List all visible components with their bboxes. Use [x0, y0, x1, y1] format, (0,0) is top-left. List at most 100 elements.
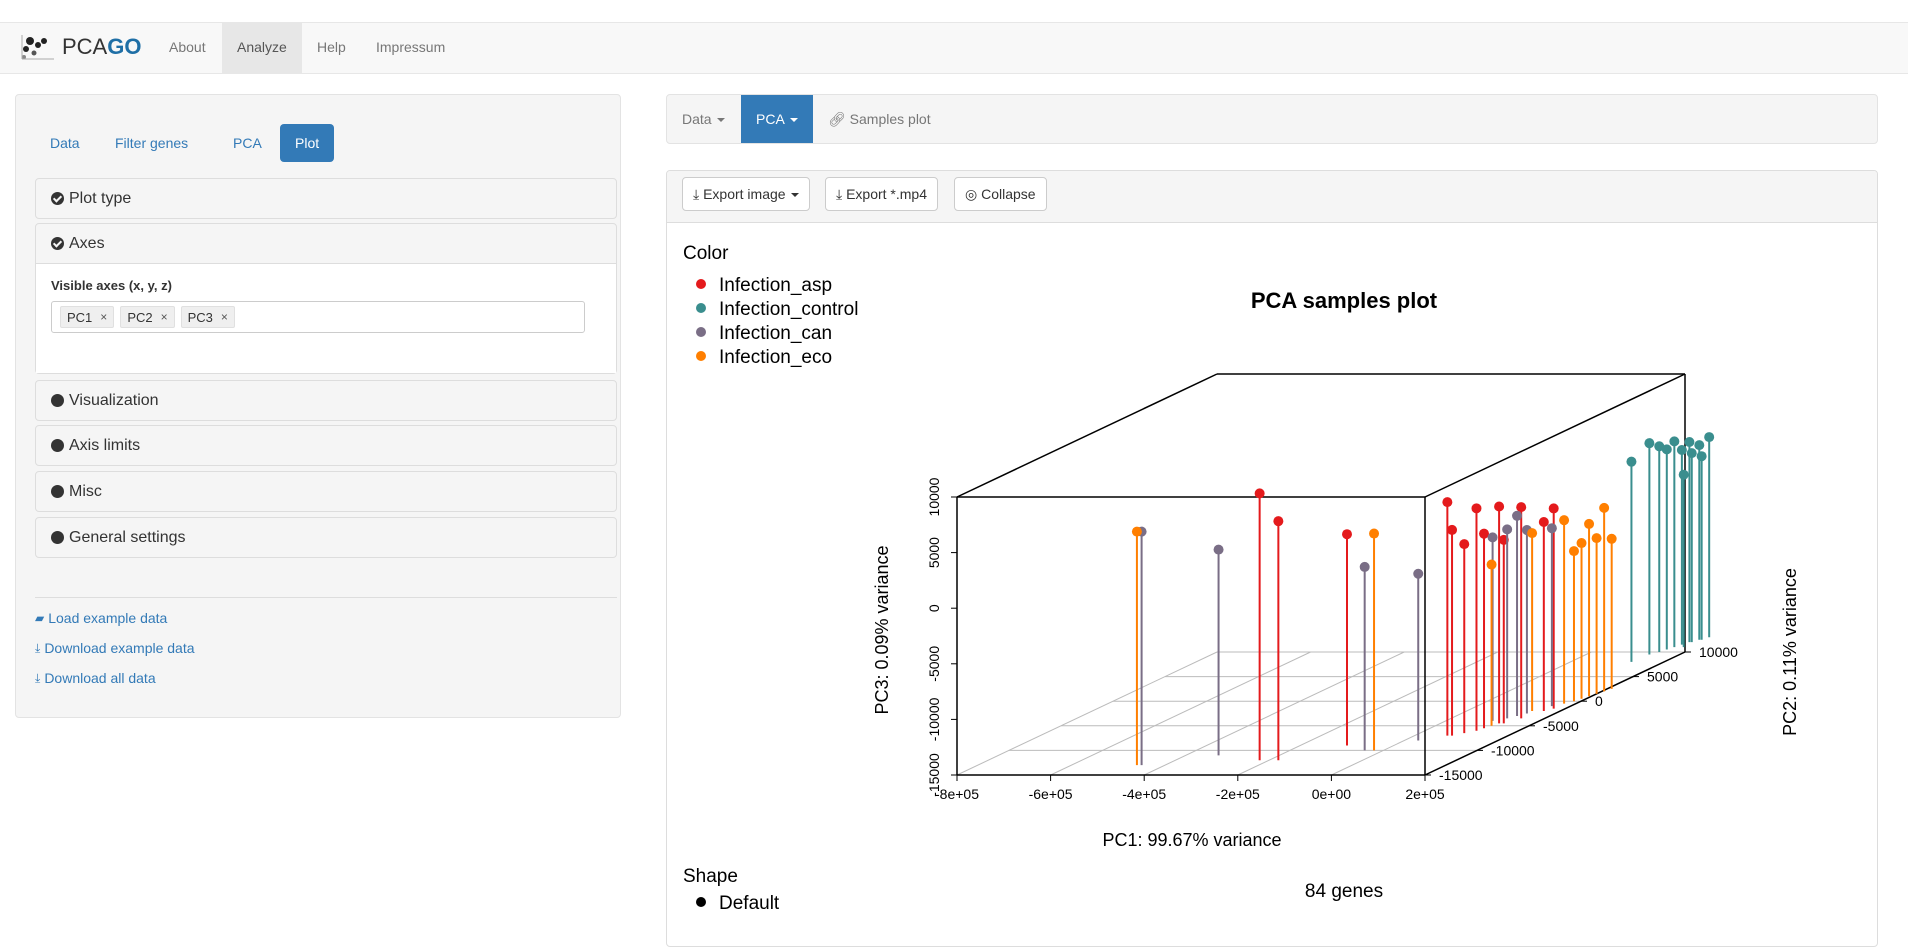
tab-samples-plot[interactable]: 🔗︎ Samples plot	[813, 95, 946, 143]
tab-pca[interactable]: PCA	[233, 135, 262, 151]
panel-visualization[interactable]: Visualization	[35, 380, 617, 421]
data-point	[1696, 451, 1707, 462]
panel-general-settings[interactable]: General settings	[35, 517, 617, 558]
panel-axis-limits[interactable]: Axis limits	[35, 425, 617, 466]
menu-label: Data	[682, 111, 712, 127]
data-point	[1213, 544, 1224, 555]
plot-card: ⤓ Export image ⤓ Export *.mp4 ◎ Collapse…	[666, 170, 1878, 947]
menu-pca[interactable]: PCA	[741, 95, 813, 143]
legend-label: Infection_eco	[719, 347, 832, 368]
x-tick-label: 2e+05	[1405, 786, 1445, 802]
tab-filter-genes[interactable]: Filter genes	[115, 135, 189, 151]
link-icon: 🔗︎	[828, 111, 850, 127]
data-point	[1487, 532, 1498, 543]
legend-label: Infection_can	[719, 323, 832, 344]
export-image-button[interactable]: ⤓ Export image	[682, 177, 810, 211]
y-axis-label: PC3: 0.09% variance	[872, 545, 892, 714]
shape-legend-marker	[696, 897, 706, 907]
data-point	[1512, 510, 1523, 521]
data-point	[1502, 524, 1513, 535]
chart-title: PCA samples plot	[1251, 288, 1438, 313]
data-point	[1684, 437, 1695, 447]
export-mp4-button[interactable]: ⤓ Export *.mp4	[825, 177, 939, 211]
floor-grid-line	[1050, 651, 1311, 776]
tab-label: Samples plot	[849, 111, 931, 127]
menu-data[interactable]: Data	[667, 95, 740, 143]
shape-legend-default: Default	[719, 893, 780, 914]
button-label: Export *.mp4	[846, 186, 928, 202]
data-point	[1626, 456, 1637, 467]
data-point	[1516, 502, 1527, 513]
data-point	[1447, 524, 1458, 535]
divider	[35, 597, 617, 598]
eye-slash-icon: ◎	[965, 186, 982, 202]
nav-impressum[interactable]: Impressum	[376, 39, 446, 55]
axis-tag-pc3: PC3 ×	[180, 306, 235, 328]
sidebar: Data Filter genes PCA Plot Plot type Axe…	[15, 94, 621, 718]
panel-axes-header[interactable]: Axes	[36, 224, 616, 263]
brand[interactable]: PCA GO	[20, 33, 141, 61]
z-tick-label: -15000	[926, 753, 942, 797]
legend-label: Infection_control	[719, 299, 858, 320]
remove-icon[interactable]: ×	[160, 310, 168, 324]
download-example-data-link[interactable]: ⤓ Download example data	[35, 640, 195, 656]
data-point	[1576, 538, 1587, 549]
circle-icon	[51, 531, 64, 544]
check-circle-icon	[51, 237, 64, 250]
data-point	[1442, 497, 1453, 508]
tab-data[interactable]: Data	[50, 135, 80, 151]
x-axis-label: PC1: 99.67% variance	[1102, 830, 1281, 850]
data-point	[1254, 488, 1265, 499]
circle-icon	[51, 394, 64, 407]
panel-title: Axis limits	[69, 437, 141, 454]
download-icon: ⤓	[693, 186, 704, 202]
data-point	[1568, 546, 1579, 557]
circle-icon	[51, 485, 64, 498]
data-point	[1369, 528, 1380, 539]
panel-misc[interactable]: Misc	[35, 471, 617, 512]
tag-label: PC2	[127, 309, 153, 325]
floor-grid-line	[956, 651, 1218, 776]
data-point	[1548, 503, 1559, 514]
data-point	[1479, 528, 1490, 539]
depth-tick-label: -10000	[1491, 742, 1535, 758]
legend-marker	[696, 327, 706, 337]
data-point	[1546, 523, 1557, 534]
collapse-button[interactable]: ◎ Collapse	[954, 177, 1047, 211]
data-point	[1459, 539, 1470, 550]
axis-tag-pc1: PC1 ×	[60, 306, 115, 328]
nav-about[interactable]: About	[169, 39, 206, 55]
remove-icon[interactable]: ×	[100, 310, 108, 324]
panel-title: Plot type	[69, 190, 132, 207]
nav-analyze[interactable]: Analyze	[222, 23, 302, 73]
depth-tick-label: -5000	[1543, 718, 1579, 734]
data-point	[1471, 503, 1482, 514]
data-point	[1359, 561, 1370, 572]
tab-plot[interactable]: Plot	[280, 124, 335, 162]
x-tick-label: -8e+05	[935, 786, 979, 802]
panel-title: Misc	[69, 483, 102, 500]
pcago-logo-icon	[21, 35, 54, 60]
z-tick-label: 5000	[926, 537, 942, 568]
box-edge	[1424, 651, 1686, 776]
link-label: Download example data	[44, 640, 195, 656]
data-point	[1559, 515, 1570, 526]
load-example-data-link[interactable]: ▰ Load example data	[35, 610, 167, 626]
data-point	[1273, 516, 1284, 527]
data-point	[1538, 517, 1549, 527]
data-point	[1131, 526, 1142, 537]
button-label: Collapse	[981, 186, 1036, 202]
data-point	[1669, 436, 1680, 447]
download-icon: ⤓	[35, 670, 41, 685]
panel-plot-type[interactable]: Plot type	[35, 178, 617, 219]
download-all-data-link[interactable]: ⤓ Download all data	[35, 670, 156, 686]
data-point	[1676, 445, 1687, 456]
panel-title: Visualization	[69, 392, 159, 409]
remove-icon[interactable]: ×	[220, 310, 228, 324]
floor-grid-line	[1331, 651, 1592, 776]
z-tick-label: -5000	[926, 646, 942, 682]
pca-samples-plot: Color Infection_asp Infection_control Infe…	[683, 243, 1800, 914]
data-point	[1606, 533, 1617, 544]
visible-axes-input[interactable]: PC1 × PC2 × PC3 ×	[51, 301, 585, 333]
nav-help[interactable]: Help	[317, 39, 346, 55]
